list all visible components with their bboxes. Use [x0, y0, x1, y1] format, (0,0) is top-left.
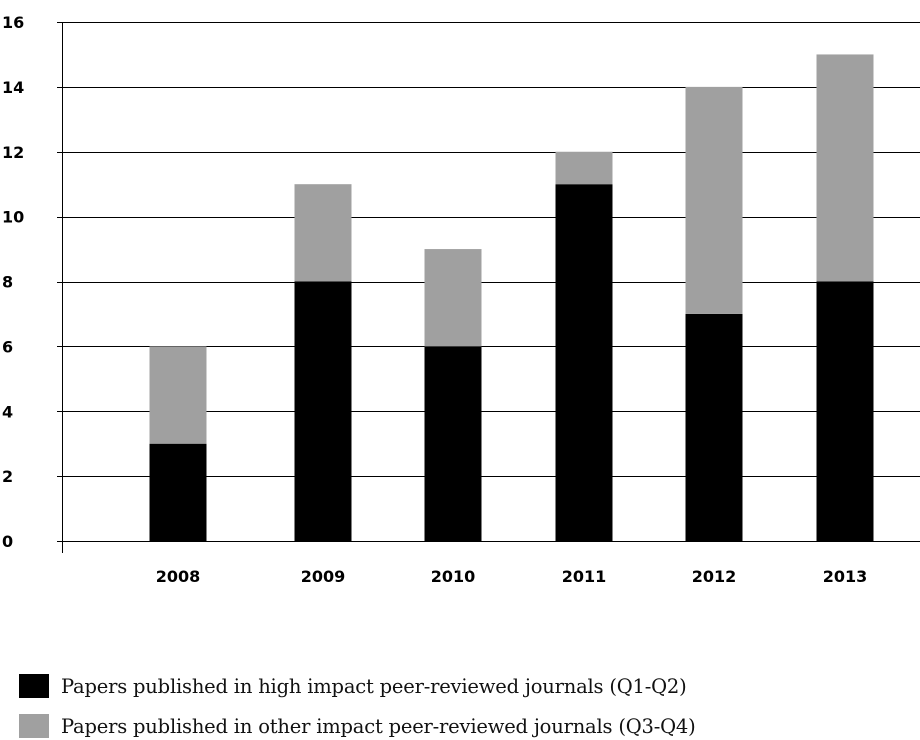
- y-tick-label-16: 16: [2, 13, 24, 32]
- x-tick-label-2012: 2012: [692, 567, 737, 586]
- bars: [149, 54, 874, 541]
- x-tick-label-2013: 2013: [823, 567, 868, 586]
- stacked-bar-chart: 0 2 4 6 8 10 12 14 16 2008 2009 2010 2011 2012 2013: [2, 13, 920, 586]
- legend-swatch-high-impact: [19, 674, 49, 698]
- bar-2008-series-2: [149, 346, 207, 444]
- y-tick-label-12: 12: [2, 143, 24, 162]
- bar-2013-series-2: [816, 54, 874, 282]
- y-tick-label-0: 0: [2, 532, 13, 551]
- axes: [57, 22, 920, 553]
- bar-2012-series-2: [685, 86, 743, 314]
- tick-labels: 0 2 4 6 8 10 12 14 16 2008 2009 2010 2011 2012 2013: [2, 13, 867, 586]
- x-tick-label-2010: 2010: [431, 567, 476, 586]
- bar-2010-series-2: [424, 249, 482, 347]
- bar-2009-series-2: [294, 184, 352, 282]
- y-tick-label-4: 4: [2, 402, 13, 421]
- x-tick-label-2008: 2008: [156, 567, 201, 586]
- legend-item-high-impact: Papers published in high impact peer-rev…: [19, 672, 687, 700]
- legend-label-other-impact: Papers published in other impact peer-re…: [61, 714, 696, 738]
- bar-2011-series-1: [555, 184, 613, 541]
- y-tick-label-6: 6: [2, 337, 13, 356]
- bar-2010-series-1: [424, 346, 482, 541]
- x-tick-label-2011: 2011: [562, 567, 607, 586]
- y-tick-label-2: 2: [2, 467, 13, 486]
- y-tick-label-8: 8: [2, 273, 13, 292]
- legend-label-high-impact: Papers published in high impact peer-rev…: [61, 674, 687, 698]
- y-tick-label-10: 10: [2, 208, 24, 227]
- bar-2008-series-1: [149, 443, 207, 541]
- bar-2009-series-1: [294, 281, 352, 541]
- legend-swatch-other-impact: [19, 714, 49, 738]
- bar-2011-series-2: [555, 151, 613, 185]
- legend-item-other-impact: Papers published in other impact peer-re…: [19, 712, 696, 740]
- x-tick-label-2009: 2009: [301, 567, 346, 586]
- bar-2012-series-1: [685, 313, 743, 541]
- bar-2013-series-1: [816, 281, 874, 541]
- y-tick-label-14: 14: [2, 78, 24, 97]
